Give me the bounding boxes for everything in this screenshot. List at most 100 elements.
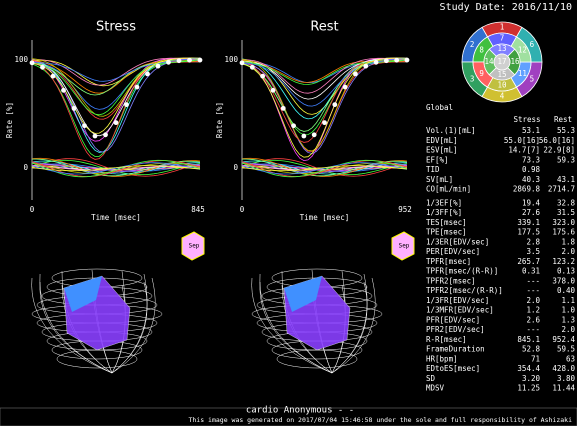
segment-label: 13: [497, 44, 506, 53]
row-label: HR[bpm]: [426, 354, 458, 363]
rest-value: 1.1: [561, 296, 575, 305]
segment-label: 4: [500, 92, 505, 101]
rest-value: 175.6: [552, 228, 575, 237]
row-label: 1/3FF[%]: [426, 208, 462, 217]
stress-value: 1.2: [526, 306, 540, 315]
mean-point: [155, 63, 161, 69]
rest-value: 0.40: [557, 286, 576, 295]
stress-value: 14.7[7]: [508, 146, 540, 155]
row-label: TPFR2[msec]: [426, 276, 476, 285]
mean-point: [239, 60, 245, 66]
row-label: FrameDuration: [426, 345, 485, 354]
segment-label: 6: [530, 40, 535, 49]
segment-label: 17: [497, 57, 506, 66]
segment-label: 14: [484, 57, 494, 66]
footer-bar: [0, 407, 577, 426]
panel-title: Rest: [310, 20, 338, 35]
stress-value: 53.1: [522, 126, 540, 135]
rest-value: 32.8: [557, 198, 576, 207]
stress-value: 40.3: [522, 175, 540, 184]
rest-value: 123.2: [552, 257, 575, 266]
mean-point: [61, 87, 66, 93]
rest-value: 1.0: [561, 306, 575, 315]
mean-point: [363, 63, 369, 69]
study-date: Study Date: 2016/11/10: [440, 2, 572, 13]
mesh-line: [259, 273, 333, 374]
row-label: 1/3MFR[EDV/sec]: [426, 306, 494, 315]
stress-value: 3.5: [526, 247, 540, 256]
row-label: TPFR2[msec/(R-R)]: [426, 286, 503, 295]
stress-value: 11.25: [517, 384, 540, 393]
rate-curve: [241, 159, 408, 178]
notice: This image was generated on 2017/07/04 1…: [188, 416, 572, 424]
rest-value: 1.3: [561, 315, 575, 324]
stress-value: 73.3: [522, 155, 540, 164]
patient: cardio Anonymous - -: [246, 406, 354, 416]
rest-value: 2714.7: [548, 185, 575, 194]
row-label: ESV[mL]: [426, 146, 458, 155]
column-header: Stress: [513, 115, 540, 124]
x-end: 845: [191, 205, 205, 214]
mean-point: [311, 132, 317, 138]
rest-value: 1.8: [561, 237, 575, 246]
mean-point: [322, 120, 327, 126]
mesh-line: [31, 277, 113, 374]
volume-curve: [241, 59, 408, 85]
rest-value: 43.1: [557, 175, 575, 184]
mean-point: [145, 71, 150, 77]
mean-point: [29, 60, 35, 66]
panel-title: Stress: [96, 20, 136, 35]
cube: [181, 231, 205, 261]
row-label: PFR2[EDV/sec]: [426, 325, 485, 334]
rate-curve: [32, 158, 201, 177]
stress-value: 19.4: [522, 198, 541, 207]
table-title: Global: [426, 103, 453, 112]
volume-curve: [31, 58, 201, 117]
mean-point: [166, 59, 171, 65]
rest-value: 428.0: [552, 364, 575, 373]
cube: [391, 231, 415, 261]
row-label: MDSV: [426, 384, 445, 393]
rest-value: 2.0: [561, 247, 575, 256]
row-label: PER[EDV/sec]: [426, 247, 480, 256]
row-label: TPFR[msec/(R-R)]: [426, 267, 498, 276]
rest-value: 22.9[8]: [543, 146, 575, 155]
mean-point: [291, 123, 296, 129]
mean-point: [187, 57, 192, 63]
row-label: R-R[msec]: [426, 335, 467, 344]
rate-curve: [31, 165, 201, 172]
x-start: 0: [30, 205, 35, 214]
row-label: EDtoES[msec]: [426, 364, 480, 373]
rest-value: 56.0[16]: [539, 136, 575, 145]
row-label: PFR[EDV/sec]: [426, 315, 480, 324]
stress-value: ---: [526, 276, 540, 285]
row-label: EDV[mL]: [426, 136, 458, 145]
column-header: Rest: [554, 115, 572, 124]
volume-curve: [241, 58, 408, 152]
mean-point: [249, 64, 255, 70]
rest-value: 952.4: [552, 335, 575, 344]
row-label: SD: [426, 374, 436, 383]
y-label: Rate [%]: [215, 102, 224, 138]
segment-label: 5: [530, 74, 535, 83]
segment-label: 11: [518, 69, 527, 78]
x-label: Time [msec]: [300, 213, 350, 222]
rate-curve: [241, 160, 407, 175]
mean-point: [113, 120, 119, 126]
rest-value: 3.80: [557, 374, 576, 383]
mean-point: [124, 102, 129, 108]
mesh-line: [111, 273, 148, 374]
ventricle-septum: [64, 276, 102, 312]
volume-curve: [31, 58, 201, 142]
rate-curve: [31, 160, 200, 175]
segment-label: 16: [510, 57, 520, 66]
mesh-line: [331, 277, 376, 374]
row-label: TPE[msec]: [426, 228, 467, 237]
row-label: 1/3FR[EDV/sec]: [426, 296, 489, 305]
mean-point: [353, 71, 358, 77]
mean-point: [134, 84, 140, 90]
cube-label: Sep: [189, 243, 200, 250]
stress-value: 3.20: [522, 374, 541, 383]
y-zero: 0: [23, 163, 28, 172]
